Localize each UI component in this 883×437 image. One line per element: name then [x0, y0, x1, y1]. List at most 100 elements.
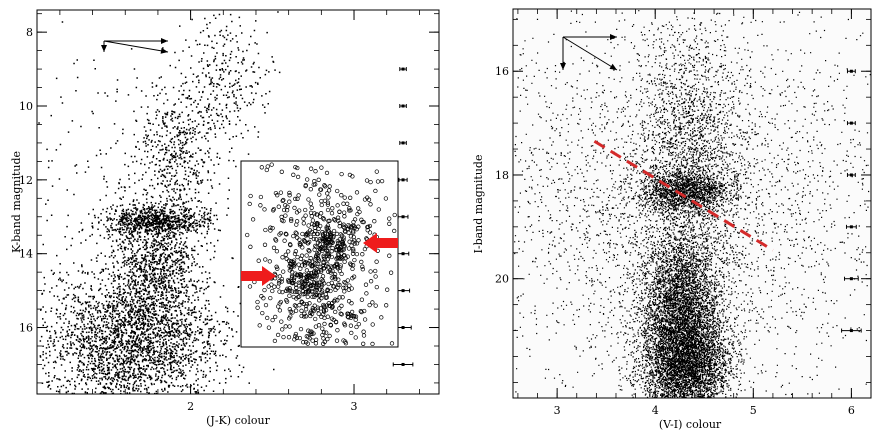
inset-point — [295, 196, 300, 201]
inset-point — [326, 195, 331, 200]
reddening-vector-right-head — [161, 38, 168, 44]
inset-point — [294, 335, 299, 340]
inset-point — [341, 235, 346, 240]
inset-point — [293, 308, 299, 313]
inset-point — [362, 246, 368, 252]
inset-point — [392, 228, 397, 234]
inset-point — [248, 193, 253, 199]
inset-point — [280, 255, 285, 260]
inset-point — [316, 177, 321, 182]
inset-point — [271, 245, 277, 250]
inset-point — [322, 198, 328, 203]
inset-point — [318, 269, 324, 274]
inset-point — [318, 306, 323, 311]
right-y-axis-title: I-band magnitude — [472, 155, 485, 254]
inset-point — [308, 262, 313, 267]
inset-point — [333, 276, 338, 282]
inset-point — [311, 308, 317, 314]
error-bar-point — [401, 67, 405, 71]
inset-point — [294, 219, 300, 224]
inset-point — [333, 287, 338, 293]
error-bar-point — [401, 178, 405, 182]
inset-point — [277, 232, 282, 237]
error-bar-point — [401, 289, 405, 293]
inset-point — [262, 207, 267, 212]
inset-point — [277, 289, 282, 294]
inset-point — [313, 324, 319, 329]
inset-point — [384, 303, 389, 308]
inset-point — [360, 252, 365, 257]
inset-point — [331, 235, 336, 240]
inset-point — [284, 232, 289, 237]
inset-point — [279, 276, 285, 282]
inset-point — [287, 286, 292, 291]
inset-point — [388, 270, 394, 275]
inset-point — [259, 165, 264, 170]
inset-point — [351, 246, 356, 252]
inset-point — [321, 309, 327, 314]
inset-point — [341, 285, 346, 291]
inset-point — [274, 264, 279, 269]
y-tick-label: 10 — [19, 100, 33, 113]
y-tick-label: 20 — [495, 273, 509, 286]
error-bar-point — [401, 362, 405, 366]
inset-point — [287, 242, 293, 247]
inset-point — [314, 244, 319, 250]
inset-point — [368, 269, 373, 274]
inset-point — [332, 272, 338, 277]
inset-point — [367, 223, 373, 229]
inset-point — [308, 271, 314, 276]
inset-arrow-right — [363, 233, 398, 253]
inset-point — [317, 280, 322, 285]
inset-point — [317, 192, 322, 197]
inset-point — [302, 261, 307, 266]
inset-point — [387, 221, 392, 226]
inset-point — [335, 203, 340, 208]
inset-point — [294, 285, 299, 290]
inset-point — [310, 307, 316, 313]
inset-point — [292, 251, 298, 257]
inset-point — [276, 204, 281, 209]
inset-point — [354, 190, 360, 195]
inset-point — [292, 303, 298, 308]
inset-point — [316, 311, 321, 316]
inset-point — [375, 179, 381, 184]
inset-point — [270, 225, 275, 231]
inset-point — [291, 233, 296, 239]
inset-point — [328, 288, 333, 294]
inset-point — [343, 285, 348, 290]
inset-point — [282, 238, 287, 243]
inset-point — [300, 283, 305, 289]
inset-point — [317, 214, 323, 219]
inset-point — [295, 235, 300, 240]
inset-point — [349, 301, 354, 306]
inset-point — [319, 165, 324, 170]
inset-point — [273, 238, 279, 243]
right-tick-labels: 3 4 5 6 16 18 20 — [495, 65, 855, 417]
error-bar-point — [401, 104, 405, 108]
inset-point — [347, 283, 352, 288]
inset-point — [376, 207, 381, 212]
inset-point — [262, 242, 268, 247]
inset-point — [284, 256, 289, 261]
inset-point — [294, 289, 300, 295]
inset-point — [308, 187, 313, 192]
inset-point — [321, 312, 326, 317]
inset-point — [302, 281, 308, 286]
inset-point — [267, 259, 272, 264]
inset-point — [322, 304, 327, 310]
inset-point — [303, 260, 308, 265]
inset-point — [296, 290, 302, 295]
inset-point — [327, 333, 332, 339]
inset-point — [385, 287, 390, 292]
inset-point — [255, 305, 260, 310]
inset-point — [328, 231, 333, 236]
left-y-axis-title: K-band magnitude — [10, 151, 23, 253]
inset-point — [258, 194, 264, 200]
inset-point — [289, 273, 295, 279]
inset-point — [387, 253, 392, 258]
y-tick-label: 16 — [19, 322, 33, 335]
inset-point — [289, 216, 294, 222]
inset-point — [313, 337, 319, 342]
